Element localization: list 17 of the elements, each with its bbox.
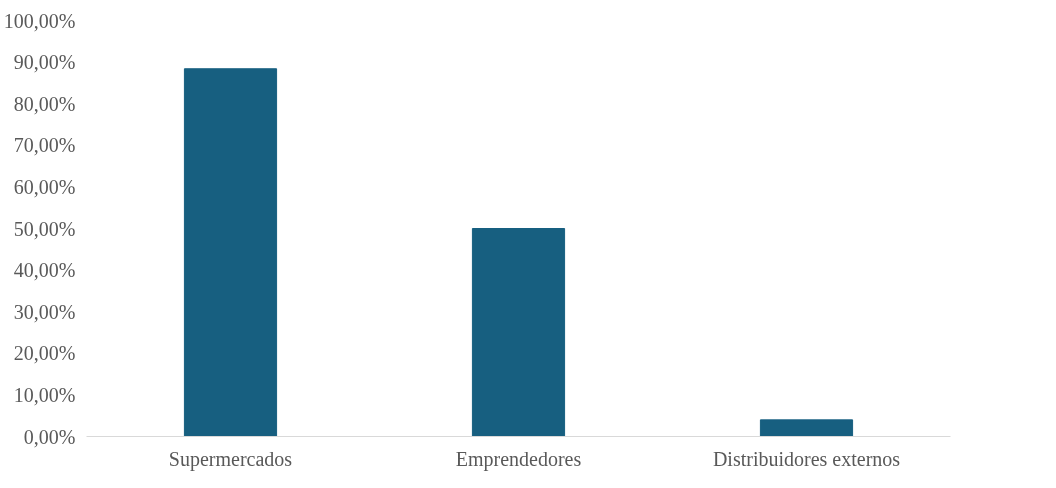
x-tick-label: Emprendedores bbox=[455, 447, 582, 471]
y-tick-label: 20,00% bbox=[13, 342, 76, 365]
x-tick-label: Supermercados bbox=[168, 447, 293, 471]
y-tick-label: 40,00% bbox=[13, 259, 76, 282]
x-tick-label: Distribuidores externos bbox=[712, 447, 901, 470]
y-tick-label: 10,00% bbox=[13, 383, 76, 406]
y-tick-label: 100,00% bbox=[3, 9, 76, 32]
y-tick-label: 0,00% bbox=[23, 425, 76, 448]
y-tick-label: 80,00% bbox=[13, 92, 76, 115]
y-tick-label: 60,00% bbox=[13, 175, 76, 198]
y-tick-label: 50,00% bbox=[13, 217, 76, 240]
bar bbox=[759, 419, 854, 437]
y-tick-label: 30,00% bbox=[13, 300, 76, 323]
y-tick-label: 90,00% bbox=[13, 51, 76, 74]
y-tick-label: 70,00% bbox=[13, 134, 76, 157]
bar bbox=[471, 228, 566, 437]
bar bbox=[183, 68, 278, 437]
